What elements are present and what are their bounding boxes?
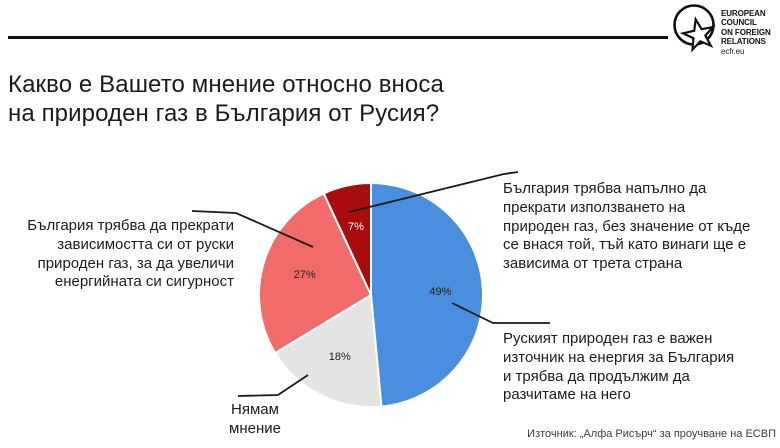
callout-line-bottom-right [451,302,550,324]
logo-domain: ecfr.eu [721,46,745,56]
logo-line: ON FOREIGN [721,27,771,37]
page-title: Какво е Вашето мнение относно вноса на п… [8,71,444,128]
callout-text-line: природен газ, без значение от къде [503,217,751,235]
pie-slices: 49% 18% 27% 7% [258,182,484,408]
callout-text-line: и трябва да продължим да [503,367,690,385]
page-title-line-1: Какво е Вашето мнение относно вноса [8,71,444,98]
callout-text-line: България трябва да прекрати [27,217,234,234]
header-divider-line [8,36,668,39]
callout-keep-russian-gas: Руският природен газ е важен източник на… [503,330,773,405]
pie-slice-value-label: 18% [329,351,351,363]
callout-line-left [191,210,314,248]
callout-text-line: прекрати използването на [503,198,686,216]
callout-line-top-right [348,171,519,213]
pie-slice-value-label: 7% [348,221,364,233]
pie-slice-3 [258,192,372,354]
callout-text-line: разчитаме на него [503,386,631,404]
callout-text-line: източник на енергия за България [503,348,735,366]
pie-slice-value-label: 49% [429,286,451,298]
callout-text-line: природен газ, за да увеличи [37,254,234,272]
logo-line: COUNCIL [721,18,757,28]
ecfr-logo-icon [673,4,716,53]
callout-text-line: зависимостта си от руски [57,235,234,253]
callout-text-line: енергийната си сигурност [54,273,234,291]
pie-slice-4 [322,182,372,296]
callout-stop-all-gas: България трябва напълно да прекрати изпо… [503,180,773,274]
source-attribution: Източник: „Алфа Рисърч“ за проучване на … [527,428,776,440]
ecfr-logo-text: EUROPEAN COUNCIL ON FOREIGN RELATIONS ec… [721,9,771,56]
callout-no-opinion: Нямам мнение [205,401,305,439]
callout-text-line: мнение [229,419,281,437]
page-title-line-2: на природен газ в България от Русия? [8,99,440,127]
logo-line: RELATIONS [721,37,766,47]
callout-text-line: България трябва напълно да [503,180,707,197]
logo-line: EUROPEAN [721,9,766,18]
callout-text-line: зависима от трета страна [503,255,683,273]
callout-text-line: Нямам [231,401,279,418]
pie-slice-value-label: 27% [294,269,316,281]
callout-line-no-opinion [237,374,309,397]
pie-slice-1 [370,182,484,408]
callout-lines [191,171,550,397]
callout-text-line: Руският природен газ е важен [503,330,713,347]
callout-end-dependence: България трябва да прекрати зависимостта… [8,217,234,292]
callout-text-line: се внася той, тъй като винаги ще е [503,236,747,254]
